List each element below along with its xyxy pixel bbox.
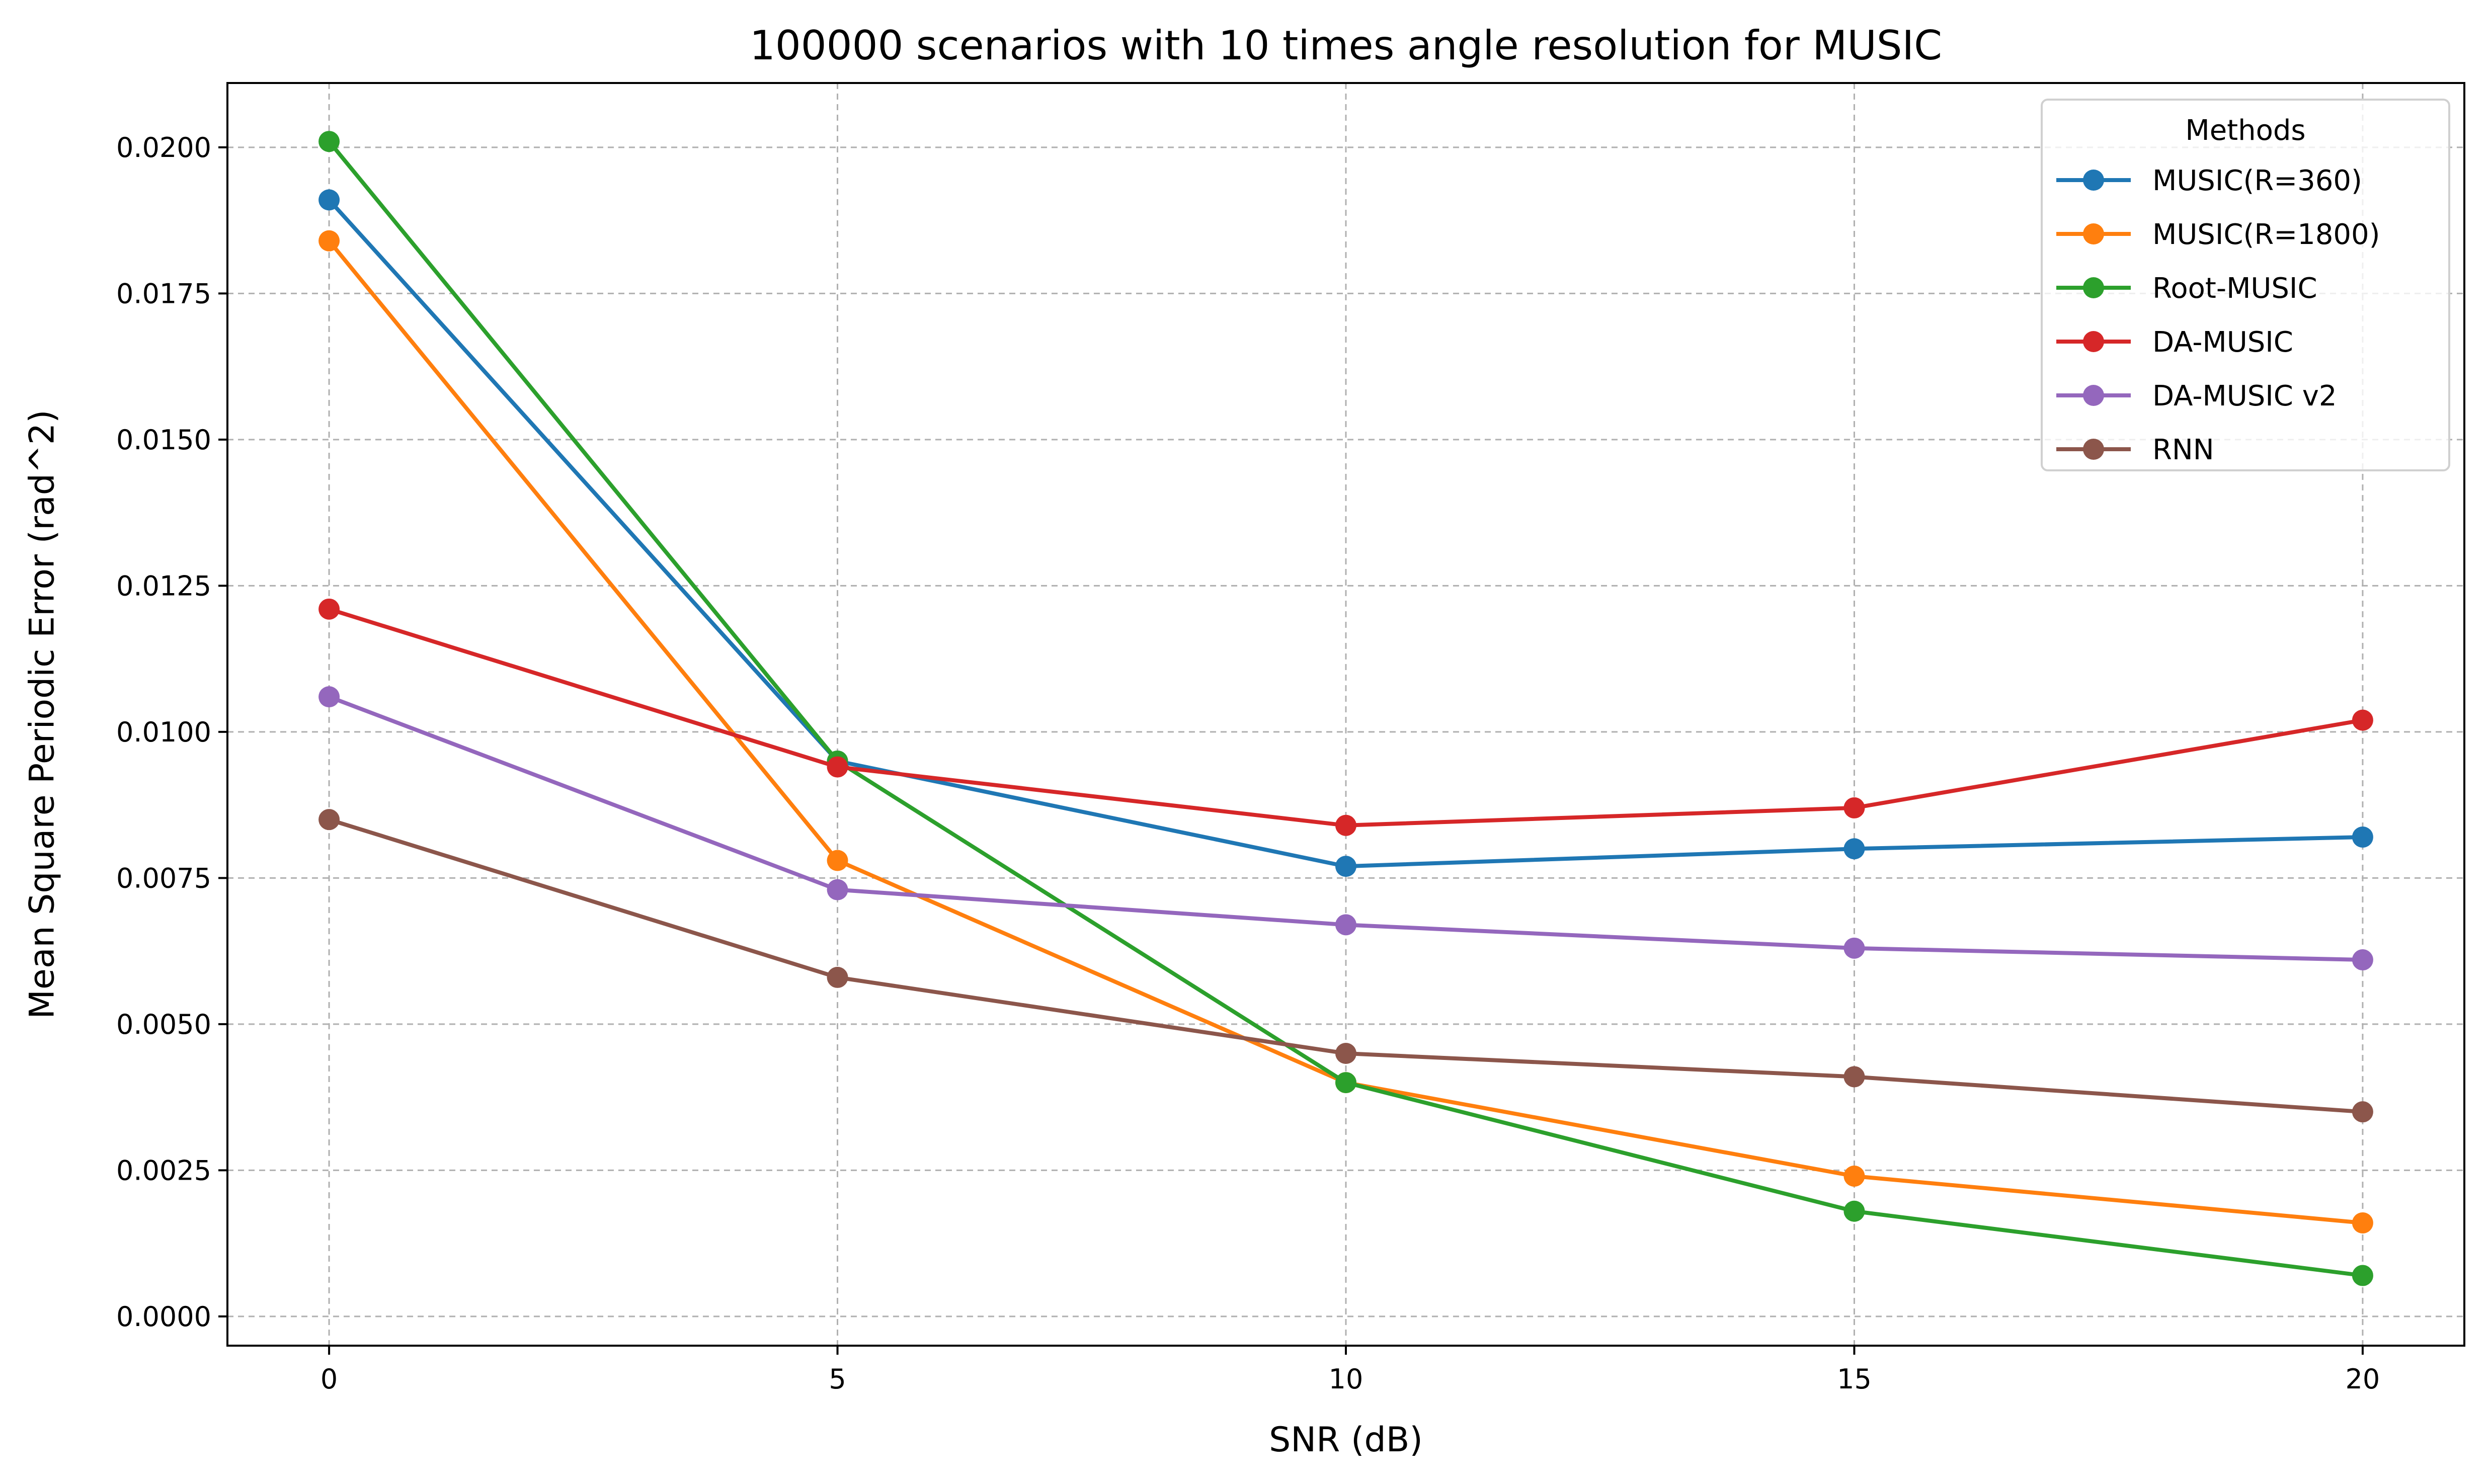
data-point bbox=[1335, 856, 1356, 877]
data-point bbox=[318, 189, 340, 211]
y-tick-label: 0.0200 bbox=[116, 132, 211, 163]
y-axis-label: Mean Square Periodic Error (rad^2) bbox=[23, 409, 62, 1019]
data-point bbox=[1843, 937, 1865, 959]
legend-swatch-marker bbox=[2083, 331, 2104, 352]
y-tick-label: 0.0125 bbox=[116, 570, 211, 602]
data-point bbox=[2352, 1101, 2373, 1123]
data-point bbox=[2352, 1212, 2373, 1233]
data-point bbox=[2352, 827, 2373, 848]
data-point bbox=[2352, 949, 2373, 971]
x-tick-label: 10 bbox=[1329, 1363, 1363, 1395]
legend-item: Root-MUSIC bbox=[2056, 272, 2317, 305]
data-point bbox=[2352, 709, 2373, 731]
legend: Methods MUSIC(R=360) MUSIC(R=1800) Root-MU… bbox=[2041, 99, 2450, 471]
data-point bbox=[318, 809, 340, 831]
legend-label: MUSIC(R=1800) bbox=[2152, 218, 2380, 251]
legend-item: RNN bbox=[2056, 434, 2214, 466]
data-point bbox=[2352, 1265, 2373, 1286]
legend-label: MUSIC(R=360) bbox=[2152, 164, 2362, 197]
legend-label: DA-MUSIC bbox=[2152, 326, 2293, 359]
legend-label: DA-MUSIC v2 bbox=[2152, 380, 2337, 413]
data-point bbox=[1843, 797, 1865, 818]
y-tick-label: 0.0100 bbox=[116, 716, 211, 748]
data-point bbox=[318, 230, 340, 252]
data-point bbox=[318, 131, 340, 152]
x-tick-label: 15 bbox=[1837, 1363, 1872, 1395]
data-point bbox=[827, 850, 848, 871]
legend-title: Methods bbox=[2185, 114, 2305, 147]
series-4 bbox=[318, 686, 2373, 971]
y-tick-label: 0.0075 bbox=[116, 862, 211, 894]
axis-ticks: 0 5 10 15 20 0.0000 0.0025 0.0050 0.0075 0.0100 0.… bbox=[116, 132, 2380, 1395]
legend-items: MUSIC(R=360) MUSIC(R=1800) Root-MUSIC DA-MU… bbox=[2056, 164, 2380, 466]
data-point bbox=[318, 686, 340, 708]
data-point bbox=[827, 756, 848, 778]
x-tick-label: 5 bbox=[829, 1363, 846, 1395]
legend-swatch-marker bbox=[2083, 170, 2104, 191]
y-tick-label: 0.0050 bbox=[116, 1009, 211, 1040]
data-point bbox=[318, 598, 340, 620]
series-3 bbox=[318, 598, 2373, 836]
legend-item: MUSIC(R=360) bbox=[2056, 164, 2362, 197]
x-tick-label: 0 bbox=[320, 1363, 338, 1395]
y-tick-label: 0.0000 bbox=[116, 1301, 211, 1333]
data-point bbox=[1843, 838, 1865, 860]
data-point bbox=[1843, 1066, 1865, 1088]
data-point bbox=[1335, 1042, 1356, 1064]
data-point bbox=[827, 879, 848, 900]
chart-title: 100000 scenarios with 10 times angle res… bbox=[750, 22, 1942, 69]
legend-item: MUSIC(R=1800) bbox=[2056, 218, 2380, 251]
y-tick-label: 0.0175 bbox=[116, 278, 211, 309]
legend-label: Root-MUSIC bbox=[2152, 272, 2317, 305]
legend-swatch-marker bbox=[2083, 439, 2104, 460]
legend-box bbox=[2041, 99, 2450, 471]
legend-swatch-marker bbox=[2083, 223, 2104, 244]
data-point bbox=[827, 966, 848, 988]
data-point bbox=[1335, 914, 1356, 936]
legend-swatch-marker bbox=[2083, 385, 2104, 406]
y-tick-label: 0.0025 bbox=[116, 1155, 211, 1186]
legend-item: DA-MUSIC v2 bbox=[2056, 380, 2337, 413]
data-point bbox=[1843, 1200, 1865, 1222]
legend-swatch-marker bbox=[2083, 277, 2104, 298]
legend-item: DA-MUSIC bbox=[2056, 326, 2293, 359]
series-5 bbox=[318, 809, 2373, 1123]
data-point bbox=[1843, 1166, 1865, 1187]
series-layer bbox=[318, 131, 2373, 1286]
x-axis-label: SNR (dB) bbox=[1269, 1420, 1423, 1460]
legend-label: RNN bbox=[2152, 434, 2214, 466]
data-point bbox=[1335, 1072, 1356, 1094]
data-point bbox=[1335, 814, 1356, 836]
y-tick-label: 0.0150 bbox=[116, 424, 211, 456]
x-tick-label: 20 bbox=[2346, 1363, 2380, 1395]
